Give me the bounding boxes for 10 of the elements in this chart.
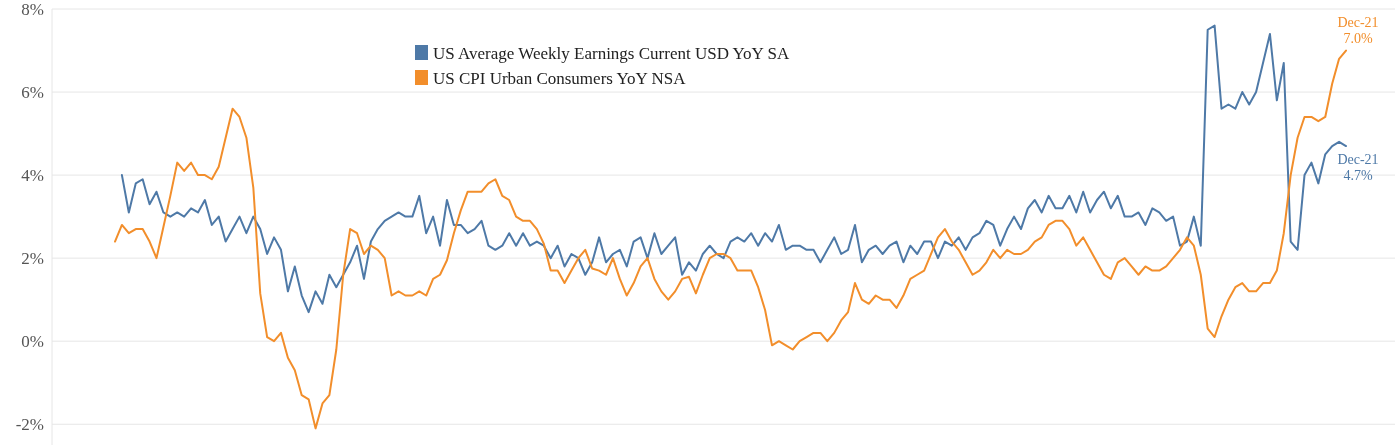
- legend-label: US CPI Urban Consumers YoY NSA: [433, 68, 687, 88]
- y-tick-label: 6%: [21, 83, 44, 102]
- y-tick-label: 2%: [21, 249, 44, 269]
- y-tick-label: 8%: [21, 0, 44, 19]
- legend-label: US Average Weekly Earnings Current USD YoY SA: [433, 43, 790, 63]
- y-tick-label: 0%: [21, 332, 44, 352]
- y-tick-label: 4%: [21, 166, 44, 186]
- y-tick-label: -2%: [15, 415, 44, 435]
- annotation: Dec-21 7.0%: [1337, 14, 1379, 46]
- annotation: Dec-21 4.7%: [1337, 152, 1379, 184]
